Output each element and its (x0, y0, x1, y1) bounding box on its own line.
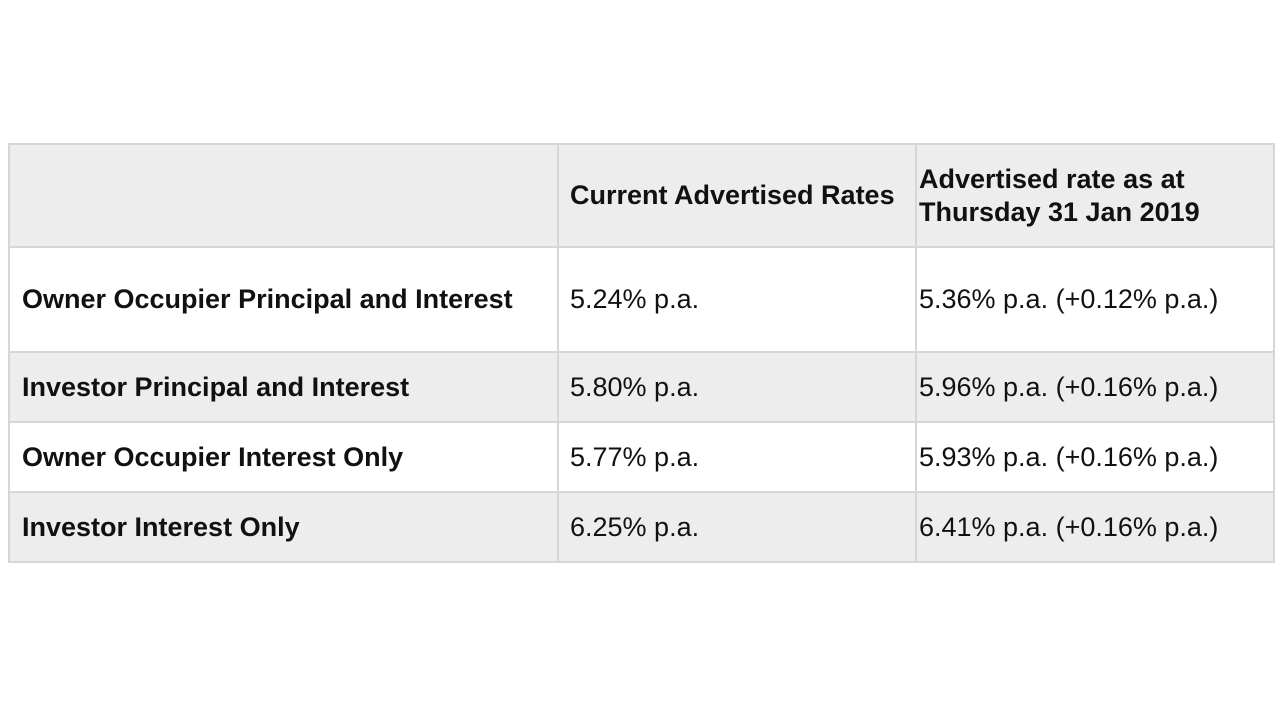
rates-table: Current Advertised Rates Advertised rate… (8, 143, 1276, 563)
row-label-cell: Investor Interest Only (8, 491, 559, 563)
table-header-row: Current Advertised Rates Advertised rate… (8, 143, 1276, 248)
current-rate-cell: 6.25% p.a. (557, 491, 917, 563)
current-rate-cell: 5.24% p.a. (557, 246, 917, 353)
header-cell-current: Current Advertised Rates (557, 143, 917, 248)
table-row: Owner Occupier Interest Only 5.77% p.a. … (8, 421, 1276, 493)
row-label: Investor Interest Only (22, 511, 300, 542)
table-row: Owner Occupier Principal and Interest 5.… (8, 246, 1276, 353)
row-label-cell: Owner Occupier Interest Only (8, 421, 559, 493)
current-rate-cell: 5.77% p.a. (557, 421, 917, 493)
row-label: Investor Principal and Interest (22, 371, 410, 402)
previous-rate-cell: 5.93% p.a. (+0.16% p.a.) (914, 421, 1276, 493)
header-cell-previous: Advertised rate as at Thursday 31 Jan 20… (914, 143, 1276, 248)
previous-rate-cell: 6.41% p.a. (+0.16% p.a.) (914, 491, 1276, 563)
header-cell-empty (8, 143, 559, 248)
row-label: Owner Occupier Interest Only (22, 441, 404, 472)
table-row: Investor Principal and Interest 5.80% p.… (8, 351, 1276, 423)
header-label-previous-rates: Advertised rate as at Thursday 31 Jan 20… (918, 163, 1200, 227)
current-rate-cell: 5.80% p.a. (557, 351, 917, 423)
header-label-current-rates: Current Advertised Rates (570, 180, 895, 210)
row-label: Owner Occupier Principal and Interest (22, 284, 513, 314)
previous-rate-cell: 5.36% p.a. (+0.12% p.a.) (914, 246, 1276, 353)
row-label-cell: Owner Occupier Principal and Interest (8, 246, 559, 353)
table-row: Investor Interest Only 6.25% p.a. 6.41% … (8, 491, 1276, 563)
row-label-cell: Investor Principal and Interest (8, 351, 559, 423)
previous-rate-cell: 5.96% p.a. (+0.16% p.a.) (914, 351, 1276, 423)
